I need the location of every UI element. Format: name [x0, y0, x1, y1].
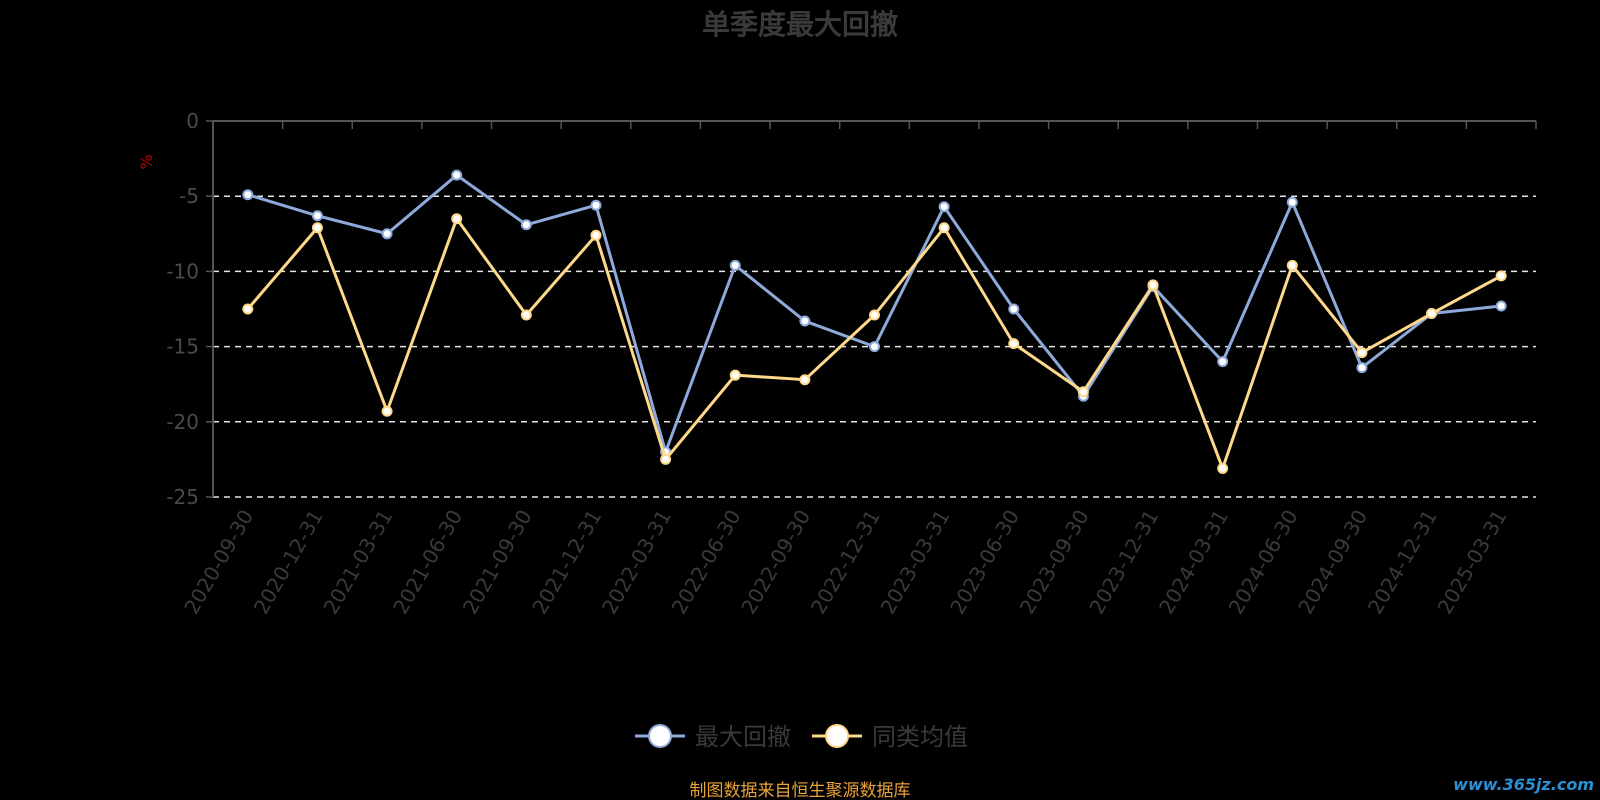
series-lines [242, 169, 1507, 474]
data-point [799, 315, 811, 327]
data-point [869, 309, 880, 321]
y-axis-unit: % [137, 154, 156, 169]
data-point [1356, 347, 1368, 359]
data-source-note: 制图数据来自恒生聚源数据库 [690, 781, 911, 800]
legend-item-1[interactable]: 最大回撤 [635, 723, 791, 751]
x-tick-label: 2023-06-30 [945, 506, 1024, 619]
chart-title: 单季度最大回撤 [702, 8, 898, 41]
x-tick-label: 2024-12-31 [1363, 506, 1442, 619]
data-point [1356, 362, 1368, 374]
y-tick-labels: 0 -5 -10 -15 -20 -25 [166, 109, 199, 509]
data-point [1217, 462, 1229, 474]
x-tick-label: 2024-09-30 [1293, 506, 1372, 619]
data-point [381, 228, 393, 240]
data-point [311, 222, 323, 234]
data-point [729, 369, 741, 381]
data-point [242, 189, 254, 201]
data-point [451, 213, 463, 225]
axes [206, 120, 1537, 498]
data-point [869, 341, 880, 353]
x-tick-label: 2023-03-31 [876, 506, 955, 619]
y-tick-label: -20 [166, 410, 199, 434]
x-tick-labels: 2020-09-302020-12-312021-03-312021-06-30… [179, 506, 1511, 619]
x-tick-label: 2022-03-31 [597, 506, 676, 619]
y-tick-label: 0 [186, 109, 199, 133]
data-point [1077, 386, 1089, 398]
data-point [938, 201, 950, 213]
watermark: www.365jz.com [1453, 775, 1594, 794]
data-point [242, 303, 254, 315]
data-point [1286, 259, 1298, 271]
data-point [1008, 338, 1020, 350]
legend-label: 最大回撤 [695, 723, 791, 751]
x-tick-label: 2023-09-30 [1015, 506, 1094, 619]
x-tick-label: 2021-12-31 [527, 506, 606, 619]
data-point [729, 259, 741, 271]
x-tick-label: 2020-09-30 [179, 506, 258, 619]
legend-label: 同类均值 [872, 723, 968, 751]
data-point [1217, 356, 1229, 368]
data-point [520, 309, 532, 321]
data-point [938, 222, 950, 234]
y-tick-label: -25 [166, 485, 199, 509]
x-tick-label: 2022-12-31 [806, 506, 885, 619]
y-tick-label: -15 [166, 335, 199, 359]
x-tick-label: 2022-09-30 [736, 506, 815, 619]
data-point [1286, 196, 1298, 208]
data-point [590, 229, 602, 241]
x-tick-label: 2020-12-31 [249, 506, 328, 619]
data-point [799, 374, 811, 386]
x-tick-label: 2021-06-30 [388, 506, 467, 619]
y-tick-label: -5 [179, 184, 199, 208]
data-point [1147, 279, 1159, 291]
legend-item-2[interactable]: 同类均值 [812, 723, 968, 751]
data-point [311, 210, 323, 222]
data-point [1495, 270, 1507, 282]
x-tick-label: 2021-09-30 [458, 506, 537, 619]
data-point [660, 453, 672, 465]
data-point [1495, 300, 1507, 312]
x-tick-label: 2022-06-30 [667, 506, 746, 619]
legend-marker [825, 724, 849, 748]
data-point [1426, 308, 1438, 320]
x-tick-label: 2021-03-31 [319, 506, 398, 619]
x-tick-label: 2024-03-31 [1154, 506, 1233, 619]
data-point [381, 405, 393, 417]
data-point [451, 169, 463, 181]
legend[interactable]: 最大回撤 同类均值 [635, 723, 968, 751]
x-tick-label: 2025-03-31 [1433, 506, 1512, 619]
x-tick-label: 2024-06-30 [1224, 506, 1303, 619]
data-point [590, 199, 602, 211]
legend-marker [648, 724, 672, 748]
data-point [520, 219, 532, 231]
x-tick-label: 2023-12-31 [1084, 506, 1163, 619]
y-tick-label: -10 [166, 259, 199, 283]
data-point [1008, 303, 1020, 315]
